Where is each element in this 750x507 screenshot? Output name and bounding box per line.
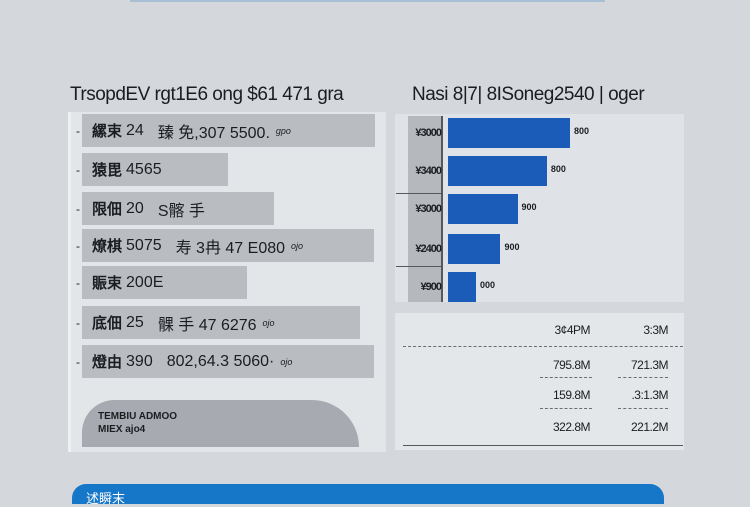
left-title: TrsopdEV rgt1E6 ong $61 471 gra xyxy=(70,84,344,105)
row-divider xyxy=(403,346,683,347)
summary-line1: TEMBIU ADMOO xyxy=(98,411,178,422)
axis-gridline xyxy=(396,266,443,267)
y-tick-label: ¥3000 xyxy=(415,127,442,139)
item-value: 390 xyxy=(126,352,153,370)
summary-card: TEMBIU ADMOO MIEX ajo4 xyxy=(82,400,359,447)
table-cell: 159.8M xyxy=(552,388,591,402)
table-cell: 221.2M xyxy=(630,420,669,434)
y-tick-label: ¥3400 xyxy=(415,165,442,177)
row-divider xyxy=(540,377,592,378)
bullet-icon: - xyxy=(76,162,80,177)
bullet-icon: - xyxy=(76,354,80,369)
y-tick-label: ¥3000 xyxy=(415,203,442,215)
list-item[interactable]: - 猿毘 4565 xyxy=(76,153,228,186)
item-key: 燎棋 xyxy=(92,238,123,255)
item-key: 燈由 xyxy=(92,354,123,371)
table-cell: .3:1.3M xyxy=(631,388,668,402)
table-bottom-rule xyxy=(403,445,683,446)
table-panel xyxy=(395,313,684,450)
list-item[interactable]: - 縲束 24 臻 免,307 5500. gpo xyxy=(76,114,375,147)
top-accent-line xyxy=(130,0,605,2)
bullet-icon: - xyxy=(76,238,80,253)
right-title: Nasi 8|7| 8ISoneg2540 | oger xyxy=(412,84,645,105)
row-divider xyxy=(540,408,592,409)
item-unit: ojo xyxy=(291,240,304,251)
bar-value-label: 800 xyxy=(574,126,590,136)
row-divider xyxy=(618,408,668,409)
item-value: 200E xyxy=(126,273,164,291)
bar[interactable] xyxy=(448,194,518,224)
item-detail: 臻 免,307 5500. xyxy=(157,124,270,142)
y-tick-label: ¥900 xyxy=(420,281,442,293)
bar-value-label: 800 xyxy=(550,164,566,174)
footer-bar[interactable]: 述瞬末 xyxy=(72,484,664,506)
bullet-icon: - xyxy=(76,275,80,290)
item-detail: S髂 手 xyxy=(157,202,205,220)
bar[interactable] xyxy=(448,272,477,302)
item-key: 縲束 xyxy=(92,123,123,140)
item-unit: ojo xyxy=(280,356,293,367)
bullet-icon: - xyxy=(76,315,80,330)
table-cell: 721.3M xyxy=(630,358,669,372)
item-value: 24 xyxy=(126,121,144,139)
item-key: 賑束 xyxy=(92,275,123,292)
summary-line2: MIEX ajo4 xyxy=(98,424,146,435)
list-item[interactable]: - 底佃 25 髁 手 47 6276 ojo xyxy=(76,306,360,339)
table-header-cell: 3¢4PM xyxy=(554,323,590,337)
item-detail: 802,64.3 5060· xyxy=(166,352,275,370)
item-value: 4565 xyxy=(126,160,162,178)
item-value: 20 xyxy=(126,199,144,217)
list-item[interactable]: - 燈由 390 802,64.3 5060· ojo xyxy=(76,345,374,378)
footer-label: 述瞬末 xyxy=(86,491,126,506)
table-header-cell: 3:3M xyxy=(643,323,668,337)
item-key: 猿毘 xyxy=(92,162,123,179)
bar-value-label: 900 xyxy=(504,242,520,252)
axis-gridline xyxy=(396,193,443,194)
item-value: 5075 xyxy=(126,236,162,254)
table-cell: 322.8M xyxy=(552,420,591,434)
item-value: 25 xyxy=(126,313,144,331)
list-item[interactable]: - 燎棋 5075 寿 3冉 47 E080 ojo xyxy=(76,229,374,262)
item-key: 限佃 xyxy=(92,201,123,218)
y-tick-label: ¥2400 xyxy=(415,243,442,255)
item-detail: 寿 3冉 47 E080 xyxy=(175,239,286,257)
item-key: 底佃 xyxy=(92,315,123,332)
item-unit: gpo xyxy=(275,125,291,136)
bullet-icon: - xyxy=(76,123,80,138)
list-item[interactable]: - 限佃 20 S髂 手 xyxy=(76,192,274,225)
bar[interactable] xyxy=(448,118,570,148)
list-item[interactable]: - 賑束 200E xyxy=(76,266,247,299)
item-detail: 髁 手 47 6276 xyxy=(157,316,257,334)
bar[interactable] xyxy=(448,234,501,264)
bar[interactable] xyxy=(448,156,547,186)
bar-value-label: 900 xyxy=(521,202,537,212)
item-unit: ojo xyxy=(262,317,275,328)
chart-axis: ¥3000 ¥3400 ¥3000 ¥2400 ¥900 xyxy=(396,116,443,302)
row-divider xyxy=(618,377,668,378)
table-cell: 795.8M xyxy=(552,358,591,372)
bar-value-label: 000 xyxy=(480,280,496,290)
bullet-icon: - xyxy=(76,201,80,216)
